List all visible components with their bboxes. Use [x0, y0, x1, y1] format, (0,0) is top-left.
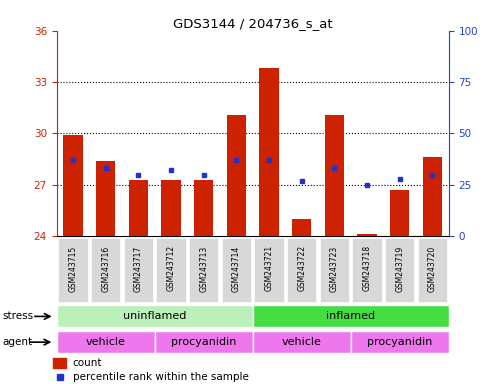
- FancyBboxPatch shape: [287, 237, 317, 302]
- Bar: [194, 180, 213, 236]
- Bar: [357, 235, 377, 236]
- Text: GSM243714: GSM243714: [232, 245, 241, 291]
- FancyBboxPatch shape: [189, 237, 218, 302]
- Bar: [259, 68, 279, 236]
- FancyBboxPatch shape: [385, 237, 414, 302]
- Text: GSM243723: GSM243723: [330, 245, 339, 291]
- Bar: [96, 161, 115, 236]
- FancyBboxPatch shape: [254, 237, 283, 302]
- Text: GSM243721: GSM243721: [264, 245, 274, 291]
- Bar: [423, 157, 442, 236]
- Text: GSM243717: GSM243717: [134, 245, 143, 291]
- Text: uninflamed: uninflamed: [123, 311, 186, 321]
- Text: count: count: [72, 358, 102, 368]
- FancyBboxPatch shape: [253, 305, 449, 328]
- Text: GSM243718: GSM243718: [362, 245, 372, 291]
- FancyBboxPatch shape: [58, 237, 88, 302]
- Text: GSM243720: GSM243720: [428, 245, 437, 291]
- Bar: [324, 114, 344, 236]
- FancyBboxPatch shape: [124, 237, 153, 302]
- FancyBboxPatch shape: [57, 331, 155, 353]
- Text: GSM243722: GSM243722: [297, 245, 306, 291]
- Text: percentile rank within the sample: percentile rank within the sample: [72, 372, 248, 382]
- Text: GSM243713: GSM243713: [199, 245, 208, 291]
- Bar: [53, 358, 66, 368]
- Bar: [226, 114, 246, 236]
- Text: GSM243715: GSM243715: [69, 245, 77, 291]
- Bar: [63, 135, 83, 236]
- FancyBboxPatch shape: [222, 237, 251, 302]
- FancyBboxPatch shape: [155, 331, 253, 353]
- Bar: [390, 190, 409, 236]
- Text: GSM243712: GSM243712: [167, 245, 176, 291]
- Bar: [292, 219, 312, 236]
- FancyBboxPatch shape: [91, 237, 120, 302]
- Text: GSM243719: GSM243719: [395, 245, 404, 291]
- FancyBboxPatch shape: [352, 237, 382, 302]
- Text: procyanidin: procyanidin: [171, 337, 236, 347]
- FancyBboxPatch shape: [156, 237, 186, 302]
- FancyBboxPatch shape: [418, 237, 447, 302]
- FancyBboxPatch shape: [351, 331, 449, 353]
- FancyBboxPatch shape: [57, 305, 252, 328]
- Bar: [161, 180, 181, 236]
- Text: inflamed: inflamed: [326, 311, 375, 321]
- Title: GDS3144 / 204736_s_at: GDS3144 / 204736_s_at: [173, 17, 332, 30]
- FancyBboxPatch shape: [319, 237, 349, 302]
- Text: vehicle: vehicle: [282, 337, 321, 347]
- Text: stress: stress: [2, 311, 34, 321]
- Text: procyanidin: procyanidin: [367, 337, 432, 347]
- FancyBboxPatch shape: [253, 331, 351, 353]
- Text: GSM243716: GSM243716: [101, 245, 110, 291]
- Text: vehicle: vehicle: [86, 337, 126, 347]
- Bar: [129, 180, 148, 236]
- Text: agent: agent: [2, 337, 33, 347]
